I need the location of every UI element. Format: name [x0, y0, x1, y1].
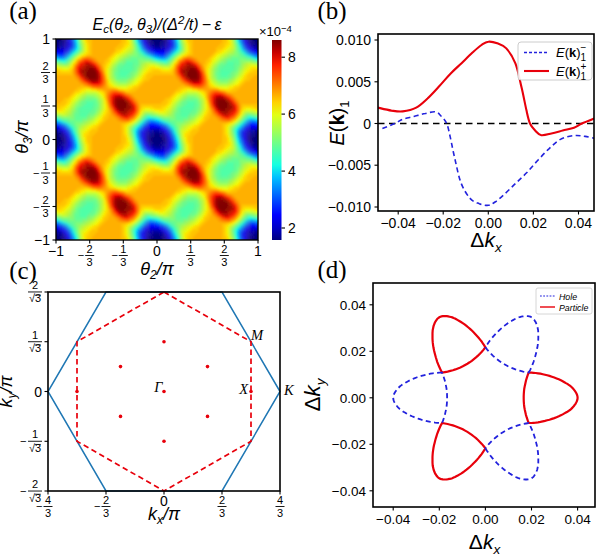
- svg-text:2: 2: [32, 478, 38, 490]
- svg-text:√3: √3: [29, 442, 41, 454]
- svg-text:X: X: [238, 381, 249, 397]
- svg-text:3: 3: [42, 174, 48, 186]
- svg-text:0: 0: [363, 116, 371, 132]
- svg-text:4: 4: [288, 163, 296, 179]
- svg-text:√3: √3: [29, 342, 41, 354]
- svg-text:−0.005: −0.005: [328, 157, 371, 173]
- svg-text:3: 3: [45, 507, 51, 519]
- svg-text:0.00: 0.00: [340, 391, 366, 406]
- svg-text:ky/π: ky/π: [0, 375, 19, 408]
- svg-text:1: 1: [32, 329, 38, 341]
- svg-text:0.02: 0.02: [518, 512, 544, 527]
- svg-text:0: 0: [34, 384, 42, 400]
- svg-text:−: −: [94, 500, 100, 512]
- svg-text:0.04: 0.04: [565, 215, 592, 231]
- svg-text:θ2/π: θ2/π: [140, 259, 174, 282]
- svg-text:−: −: [78, 249, 84, 261]
- svg-text:3: 3: [42, 73, 48, 85]
- svg-text:M: M: [250, 327, 264, 343]
- svg-text:(b): (b): [317, 0, 346, 25]
- svg-text:−: −: [33, 167, 39, 179]
- svg-text:0.04: 0.04: [564, 512, 591, 527]
- svg-text:−: −: [20, 435, 26, 447]
- svg-text:kx/π: kx/π: [148, 504, 181, 527]
- svg-text:0.02: 0.02: [520, 215, 547, 231]
- svg-text:3: 3: [120, 256, 126, 268]
- svg-text:E(k)1+: E(k)1+: [556, 61, 587, 82]
- svg-text:Particle: Particle: [559, 303, 588, 313]
- svg-text:−0.02: −0.02: [332, 437, 366, 452]
- svg-text:4: 4: [277, 494, 283, 506]
- svg-text:2: 2: [221, 243, 227, 255]
- svg-text:2: 2: [288, 220, 296, 236]
- svg-text:−1: −1: [34, 232, 50, 248]
- svg-text:1: 1: [42, 31, 50, 47]
- svg-text:3: 3: [221, 256, 227, 268]
- svg-text:−: −: [111, 249, 117, 261]
- svg-text:3: 3: [103, 507, 109, 519]
- svg-text:Γ: Γ: [153, 379, 163, 395]
- svg-text:8: 8: [288, 49, 296, 65]
- svg-text:Ec(θ2, θ3)/(Δ2/t) − ε: Ec(θ2, θ3)/(Δ2/t) − ε: [93, 14, 223, 35]
- svg-text:1: 1: [42, 93, 48, 105]
- svg-text:4: 4: [45, 494, 51, 506]
- svg-text:(d): (d): [317, 256, 346, 284]
- svg-text:2: 2: [42, 60, 48, 72]
- svg-text:6: 6: [288, 106, 296, 122]
- svg-text:K: K: [283, 382, 295, 398]
- svg-text:2: 2: [103, 494, 109, 506]
- svg-text:θ3/π: θ3/π: [12, 119, 35, 153]
- svg-text:1: 1: [254, 243, 262, 259]
- svg-text:3: 3: [188, 256, 194, 268]
- svg-text:0.02: 0.02: [340, 344, 366, 359]
- svg-text:−0.04: −0.04: [380, 215, 416, 231]
- svg-text:√3: √3: [29, 492, 41, 504]
- svg-text:0.04: 0.04: [340, 298, 367, 313]
- svg-text:3: 3: [277, 507, 283, 519]
- svg-text:3: 3: [42, 107, 48, 119]
- svg-text:2: 2: [219, 494, 225, 506]
- svg-text:−0.04: −0.04: [332, 484, 367, 499]
- svg-text:0: 0: [153, 243, 161, 259]
- svg-text:1: 1: [120, 243, 126, 255]
- svg-text:2: 2: [42, 194, 48, 206]
- svg-text:1: 1: [42, 160, 48, 172]
- svg-text:−0.02: −0.02: [426, 215, 462, 231]
- svg-text:(c): (c): [9, 257, 37, 285]
- svg-text:2: 2: [87, 243, 93, 255]
- svg-text:Hole: Hole: [559, 292, 577, 302]
- svg-text:−0.010: −0.010: [328, 199, 371, 215]
- svg-text:0.010: 0.010: [336, 32, 371, 48]
- svg-text:1: 1: [188, 243, 194, 255]
- svg-text:3: 3: [42, 207, 48, 219]
- svg-text:√3: √3: [29, 292, 41, 304]
- svg-text:−0.02: −0.02: [422, 512, 456, 527]
- svg-text:−1: −1: [48, 243, 64, 259]
- svg-text:0: 0: [42, 132, 50, 148]
- svg-text:0.00: 0.00: [472, 512, 498, 527]
- svg-text:−: −: [33, 201, 39, 213]
- svg-text:3: 3: [219, 507, 225, 519]
- svg-text:−: −: [20, 485, 26, 497]
- svg-text:(a): (a): [9, 0, 37, 25]
- svg-text:1: 1: [32, 428, 38, 440]
- svg-text:0.005: 0.005: [336, 74, 371, 90]
- svg-text:−0.04: −0.04: [376, 512, 411, 527]
- svg-text:3: 3: [87, 256, 93, 268]
